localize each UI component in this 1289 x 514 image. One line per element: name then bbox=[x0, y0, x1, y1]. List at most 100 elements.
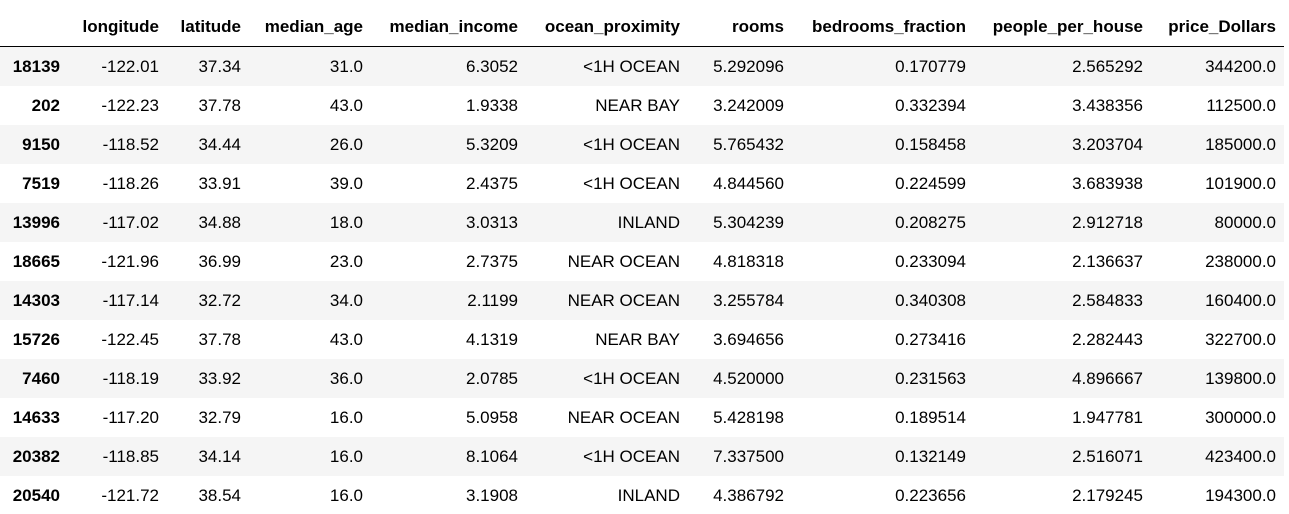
table-row: 18665 -121.96 36.99 23.0 2.7375 NEAR OCEAN 4.8… bbox=[0, 242, 1284, 281]
cell-people-per-house: 3.683938 bbox=[1072, 173, 1143, 193]
cell-price-dollars: 238000.0 bbox=[1205, 251, 1276, 271]
cell-ocean-proximity: NEAR BAY bbox=[595, 95, 680, 115]
cell-price-dollars: 160400.0 bbox=[1205, 290, 1276, 310]
cell-bedrooms-fraction: 0.224599 bbox=[895, 173, 966, 193]
cell-median-income: 1.9338 bbox=[466, 95, 518, 115]
row-index: 14303 bbox=[12, 290, 60, 310]
cell-latitude: 34.88 bbox=[198, 212, 241, 232]
cell-people-per-house: 2.136637 bbox=[1072, 251, 1143, 271]
cell-people-per-house: 2.565292 bbox=[1072, 56, 1143, 76]
column-header-price-dollars: price_Dollars bbox=[1151, 8, 1284, 47]
cell-rooms: 7.337500 bbox=[713, 446, 784, 466]
cell-rooms: 5.765432 bbox=[713, 134, 784, 154]
cell-people-per-house: 4.896667 bbox=[1072, 368, 1143, 388]
cell-median-income: 2.4375 bbox=[466, 173, 518, 193]
column-header-longitude: longitude bbox=[68, 8, 167, 47]
cell-median-income: 2.0785 bbox=[466, 368, 518, 388]
cell-median-income: 5.0958 bbox=[466, 407, 518, 427]
table-row: 9150 -118.52 34.44 26.0 5.3209 <1H OCEAN 5.765… bbox=[0, 125, 1284, 164]
cell-ocean-proximity: <1H OCEAN bbox=[583, 56, 680, 76]
cell-median-age: 26.0 bbox=[329, 134, 363, 154]
cell-ocean-proximity: NEAR OCEAN bbox=[567, 251, 680, 271]
cell-median-age: 16.0 bbox=[329, 446, 363, 466]
cell-longitude: -118.26 bbox=[102, 173, 159, 193]
cell-rooms: 4.386792 bbox=[713, 485, 784, 505]
cell-people-per-house: 3.438356 bbox=[1072, 95, 1143, 115]
cell-median-income: 5.3209 bbox=[466, 134, 518, 154]
cell-people-per-house: 3.203704 bbox=[1072, 134, 1143, 154]
cell-price-dollars: 322700.0 bbox=[1205, 329, 1276, 349]
cell-ocean-proximity: NEAR OCEAN bbox=[567, 407, 680, 427]
cell-bedrooms-fraction: 0.332394 bbox=[895, 95, 966, 115]
cell-median-age: 39.0 bbox=[329, 173, 363, 193]
cell-median-age: 31.0 bbox=[329, 56, 363, 76]
cell-median-income: 3.1908 bbox=[466, 485, 518, 505]
cell-people-per-house: 2.912718 bbox=[1072, 212, 1143, 232]
dataframe-table: longitude latitude median_age median_inc… bbox=[0, 8, 1284, 514]
cell-latitude: 33.91 bbox=[198, 173, 241, 193]
cell-bedrooms-fraction: 0.340308 bbox=[895, 290, 966, 310]
cell-longitude: -122.23 bbox=[101, 95, 159, 115]
cell-price-dollars: 194300.0 bbox=[1205, 485, 1276, 505]
cell-latitude: 34.14 bbox=[198, 446, 241, 466]
cell-ocean-proximity: NEAR OCEAN bbox=[567, 290, 680, 310]
cell-bedrooms-fraction: 0.233094 bbox=[895, 251, 966, 271]
cell-median-age: 36.0 bbox=[329, 368, 363, 388]
cell-median-income: 6.3052 bbox=[466, 56, 518, 76]
cell-ocean-proximity: INLAND bbox=[617, 485, 680, 505]
cell-rooms: 3.242009 bbox=[713, 95, 784, 115]
cell-latitude: 33.92 bbox=[198, 368, 241, 388]
cell-latitude: 32.72 bbox=[198, 290, 241, 310]
cell-longitude: -121.72 bbox=[101, 485, 159, 505]
cell-latitude: 34.44 bbox=[198, 134, 241, 154]
table-row: 202 -122.23 37.78 43.0 1.9338 NEAR BAY 3.24200… bbox=[0, 86, 1284, 125]
cell-rooms: 5.428198 bbox=[713, 407, 784, 427]
cell-latitude: 36.99 bbox=[198, 251, 241, 271]
row-index: 20540 bbox=[12, 485, 60, 505]
row-index: 13996 bbox=[12, 212, 60, 232]
table-row: 14633 -117.20 32.79 16.0 5.0958 NEAR OCEAN 5.4… bbox=[0, 398, 1284, 437]
cell-rooms: 4.520000 bbox=[713, 368, 784, 388]
cell-median-age: 16.0 bbox=[329, 407, 363, 427]
row-index: 202 bbox=[31, 95, 60, 115]
cell-bedrooms-fraction: 0.208275 bbox=[895, 212, 966, 232]
cell-median-age: 43.0 bbox=[329, 95, 363, 115]
cell-price-dollars: 112500.0 bbox=[1206, 95, 1276, 115]
cell-median-age: 16.0 bbox=[329, 485, 363, 505]
cell-ocean-proximity: <1H OCEAN bbox=[583, 173, 680, 193]
cell-median-age: 34.0 bbox=[329, 290, 363, 310]
cell-price-dollars: 139800.0 bbox=[1205, 368, 1276, 388]
table-body: 18139 -122.01 37.34 31.0 6.3052 <1H OCEAN 5.29… bbox=[0, 46, 1284, 514]
cell-rooms: 5.292096 bbox=[713, 56, 784, 76]
row-index: 7519 bbox=[22, 173, 60, 193]
table-row: 20382 -118.85 34.14 16.0 8.1064 <1H OCEAN 7.33… bbox=[0, 437, 1284, 476]
column-header-people-per-house: people_per_house bbox=[974, 8, 1151, 47]
cell-ocean-proximity: <1H OCEAN bbox=[583, 134, 680, 154]
row-index: 7460 bbox=[22, 368, 60, 388]
cell-median-income: 4.1319 bbox=[466, 329, 518, 349]
cell-longitude: -117.14 bbox=[102, 290, 159, 310]
cell-bedrooms-fraction: 0.158458 bbox=[895, 134, 966, 154]
cell-latitude: 32.79 bbox=[198, 407, 241, 427]
cell-latitude: 37.34 bbox=[198, 56, 241, 76]
cell-ocean-proximity: <1H OCEAN bbox=[583, 446, 680, 466]
cell-ocean-proximity: INLAND bbox=[617, 212, 680, 232]
cell-people-per-house: 2.282443 bbox=[1072, 329, 1143, 349]
row-index: 15726 bbox=[12, 329, 60, 349]
row-index: 14633 bbox=[12, 407, 60, 427]
column-header-median-income: median_income bbox=[371, 8, 526, 47]
header-row: longitude latitude median_age median_inc… bbox=[0, 8, 1284, 47]
cell-bedrooms-fraction: 0.132149 bbox=[895, 446, 966, 466]
cell-longitude: -118.85 bbox=[102, 446, 159, 466]
table-row: 13996 -117.02 34.88 18.0 3.0313 INLAND 5.30423… bbox=[0, 203, 1284, 242]
cell-price-dollars: 101900.0 bbox=[1205, 173, 1276, 193]
cell-bedrooms-fraction: 0.273416 bbox=[895, 329, 966, 349]
cell-rooms: 5.304239 bbox=[713, 212, 784, 232]
cell-price-dollars: 300000.0 bbox=[1205, 407, 1276, 427]
row-index: 18139 bbox=[12, 56, 60, 76]
cell-people-per-house: 2.584833 bbox=[1072, 290, 1143, 310]
table-row: 18139 -122.01 37.34 31.0 6.3052 <1H OCEAN 5.29… bbox=[0, 46, 1284, 86]
cell-median-age: 23.0 bbox=[329, 251, 363, 271]
column-header-bedrooms-fraction: bedrooms_fraction bbox=[792, 8, 974, 47]
row-index: 18665 bbox=[12, 251, 60, 271]
